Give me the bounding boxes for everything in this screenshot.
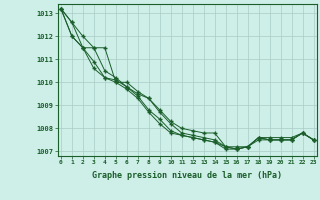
X-axis label: Graphe pression niveau de la mer (hPa): Graphe pression niveau de la mer (hPa)	[92, 171, 282, 180]
